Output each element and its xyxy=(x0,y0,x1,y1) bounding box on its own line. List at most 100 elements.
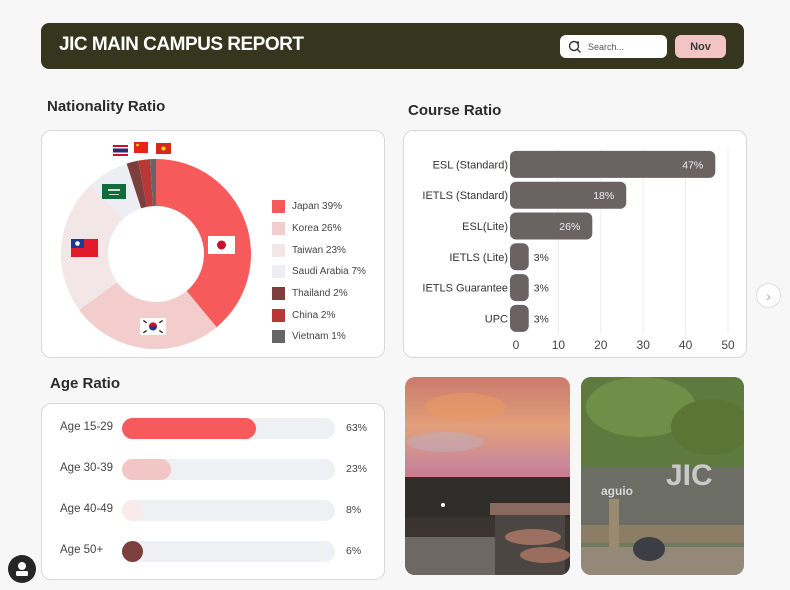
y-category-label: IETLS (Lite) xyxy=(449,252,508,264)
search-input[interactable] xyxy=(588,35,664,58)
search-box[interactable] xyxy=(560,35,667,58)
donut-slice-thailand xyxy=(126,160,148,209)
chevron-right-icon: › xyxy=(766,287,771,304)
header-bar: JIC MAIN CAMPUS REPORT Nov xyxy=(41,23,744,69)
legend-swatch xyxy=(272,308,285,322)
legend-item-china: China 2% xyxy=(272,304,366,326)
age-bar-fill xyxy=(122,541,143,562)
bar-data-label: 3% xyxy=(534,313,549,325)
japan-flag-icon xyxy=(208,236,235,254)
age-bar-fill xyxy=(122,459,171,480)
donut-slice-korea xyxy=(79,282,217,349)
age-title: Age Ratio xyxy=(50,375,121,392)
legend-label: Japan 39% xyxy=(292,201,343,213)
legend-item-thailand: Thailand 2% xyxy=(272,283,366,305)
taiwan-flag-icon xyxy=(71,239,98,257)
donut-slice-japan xyxy=(156,159,252,328)
age-bar-track xyxy=(122,500,335,521)
svg-text:JIC: JIC xyxy=(666,459,713,492)
legend-label: Taiwan 23% xyxy=(292,244,346,256)
user-profile-button[interactable] xyxy=(8,555,36,583)
age-card: Age 15-29 63% Age 30-39 23% Age 40-49 8%… xyxy=(41,403,385,580)
age-bar-track xyxy=(122,541,335,562)
x-tick-label: 30 xyxy=(637,338,651,352)
age-value: 8% xyxy=(346,504,362,516)
x-tick-label: 40 xyxy=(679,338,693,352)
legend-item-korea: Korea 26% xyxy=(272,218,366,240)
legend-swatch xyxy=(272,222,285,236)
legend-swatch xyxy=(272,200,285,214)
age-row: Age 15-29 63% xyxy=(42,418,386,440)
age-row: Age 40-49 8% xyxy=(42,500,386,522)
y-category-label: IETLS (Standard) xyxy=(422,190,508,202)
course-card: 0 10 20 30 40 50 ESL (Standard) 47% IETLS (Stand… xyxy=(403,130,747,358)
user-icon xyxy=(16,562,28,576)
y-category-label: ESL (Standard) xyxy=(433,159,508,171)
age-label: Age 40-49 xyxy=(60,503,114,515)
legend-label: Thailand 2% xyxy=(292,288,348,300)
legend-label: Korea 26% xyxy=(292,223,342,235)
bar-data-label: 3% xyxy=(534,283,549,295)
bar-data-label: 3% xyxy=(534,252,549,264)
course-bar xyxy=(510,212,593,240)
y-category-label: UPC xyxy=(485,313,508,325)
month-selector-button[interactable]: Nov xyxy=(675,35,726,58)
course-bar xyxy=(510,150,716,178)
page-title: JIC MAIN CAMPUS REPORT xyxy=(59,34,304,55)
nationality-title: Nationality Ratio xyxy=(47,98,166,115)
legend-label: Vietnam 1% xyxy=(292,331,346,343)
course-bar xyxy=(510,243,529,271)
legend-swatch xyxy=(272,330,285,344)
legend-swatch xyxy=(272,243,285,257)
korea-flag-icon xyxy=(140,318,166,335)
age-value: 63% xyxy=(346,422,368,434)
age-bar-track xyxy=(122,459,335,480)
saudi-arabia-flag-icon xyxy=(102,184,126,199)
svg-text:aguio: aguio xyxy=(601,484,633,498)
course-title: Course Ratio xyxy=(408,102,502,119)
x-tick-label: 20 xyxy=(594,338,608,352)
age-bar-fill xyxy=(122,418,257,439)
legend-label: Saudi Arabia 7% xyxy=(292,266,366,278)
donut-slice-vietnam xyxy=(150,159,156,207)
bar-data-label: 47% xyxy=(682,159,703,171)
legend-swatch xyxy=(272,265,285,279)
legend-item-japan: Japan 39% xyxy=(272,196,366,218)
legend-item-vietnam: Vietnam 1% xyxy=(272,326,366,348)
age-value: 6% xyxy=(346,545,362,557)
legend-item-taiwan: Taiwan 23% xyxy=(272,239,366,261)
x-tick-label: 10 xyxy=(552,338,566,352)
legend-item-saudi-arabia: Saudi Arabia 7% xyxy=(272,261,366,283)
age-bar-fill xyxy=(122,500,143,521)
y-category-label: IETLS Guarantee xyxy=(422,283,508,295)
sunset-campus-image xyxy=(405,377,570,575)
next-page-button[interactable]: › xyxy=(756,283,781,308)
age-row: Age 50+ 6% xyxy=(42,541,386,563)
search-icon xyxy=(568,40,581,53)
thailand-flag-icon xyxy=(113,145,128,156)
course-bar-chart: 0 10 20 30 40 50 ESL (Standard) 47% IETLS (Stand… xyxy=(422,149,735,352)
bar-data-label: 26% xyxy=(559,221,580,233)
age-value: 23% xyxy=(346,463,368,475)
china-flag-icon xyxy=(134,142,148,153)
course-bar xyxy=(510,181,627,209)
nationality-legend: Japan 39% Korea 26% Taiwan 23% Saudi Ara… xyxy=(272,196,366,348)
legend-label: China 2% xyxy=(292,309,336,321)
legend-swatch xyxy=(272,287,285,301)
baguio-jic-sign-photo: aguio JIC xyxy=(581,377,744,575)
baguio-jic-sign-image: aguio JIC xyxy=(581,377,744,575)
age-label: Age 30-39 xyxy=(60,462,114,474)
nationality-card: Japan 39% Korea 26% Taiwan 23% Saudi Ara… xyxy=(41,130,385,358)
x-tick-label: 50 xyxy=(721,338,735,352)
x-tick-label: 0 xyxy=(513,338,520,352)
age-label: Age 50+ xyxy=(60,544,104,556)
donut-slice-china xyxy=(138,159,153,207)
bar-data-label: 18% xyxy=(593,190,614,202)
age-bar-track xyxy=(122,418,335,439)
age-label: Age 15-29 xyxy=(60,421,114,433)
course-bar xyxy=(510,274,529,302)
y-category-label: ESL(Lite) xyxy=(462,221,508,233)
vietnam-flag-icon xyxy=(156,143,171,154)
sunset-campus-photo xyxy=(405,377,570,575)
course-bar xyxy=(510,304,529,332)
